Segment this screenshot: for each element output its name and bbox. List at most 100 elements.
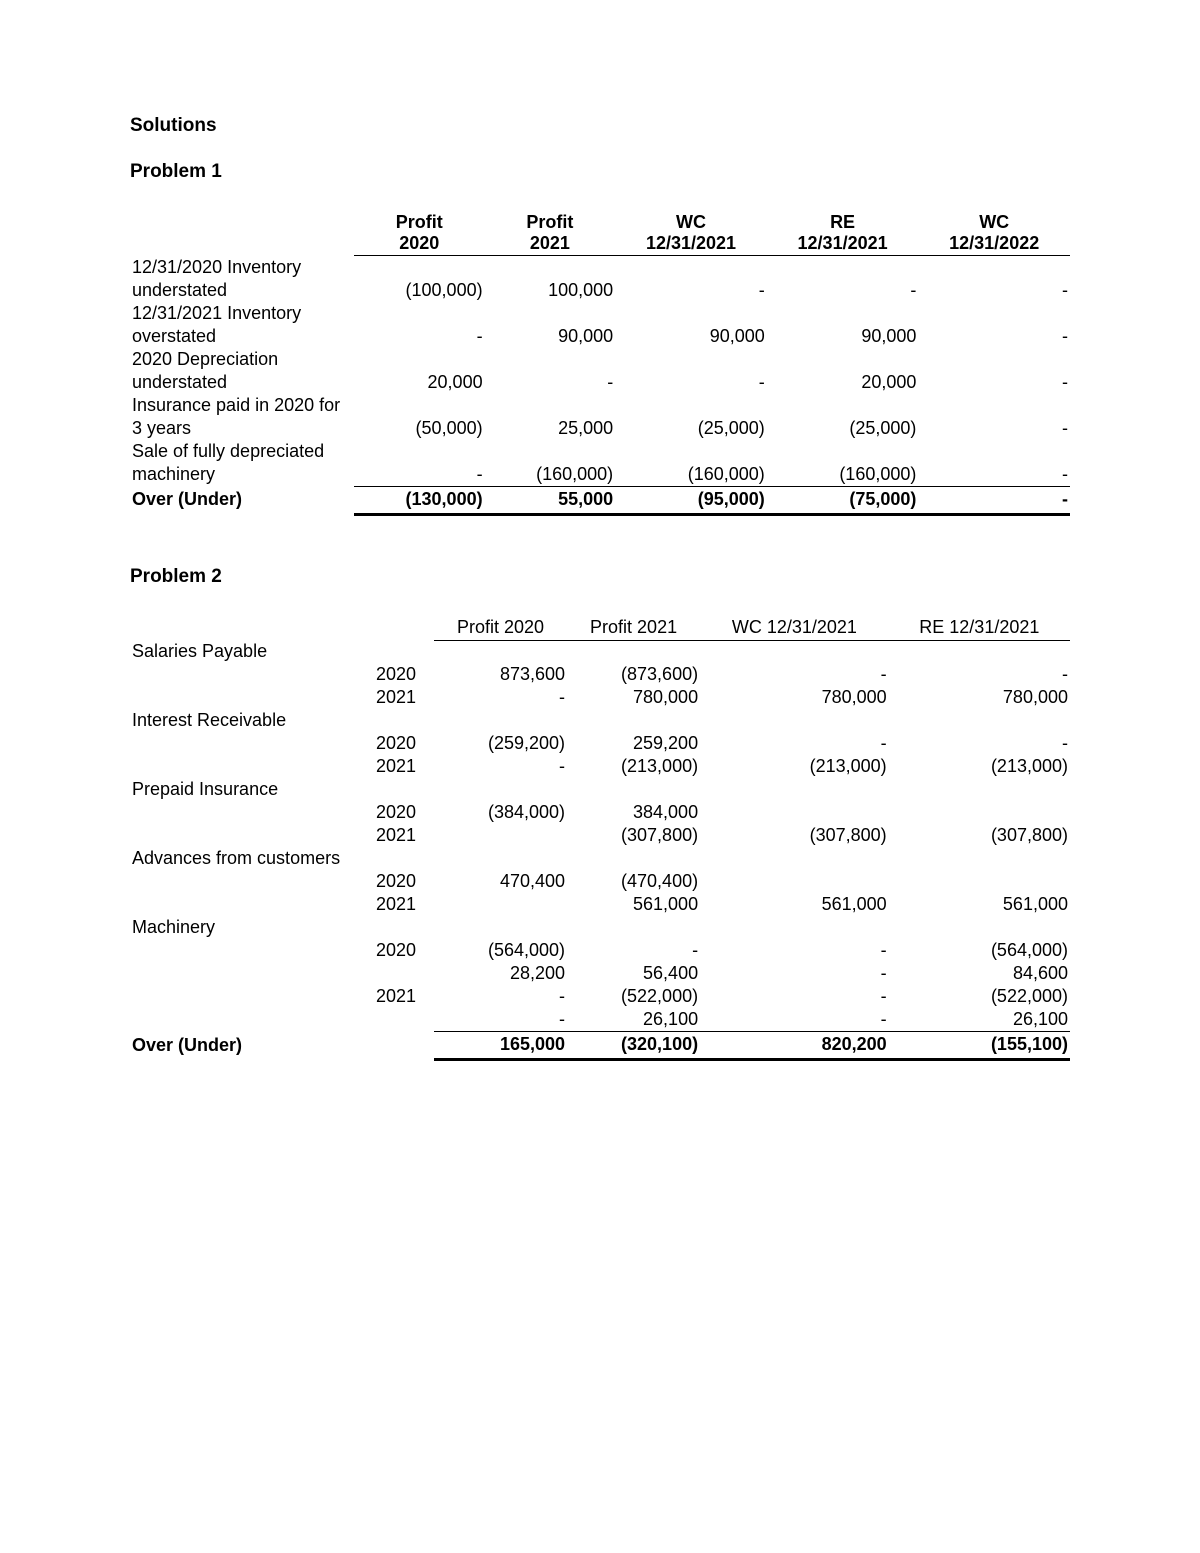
p1-cell: (100,000): [354, 279, 485, 302]
p1-cell: -: [485, 371, 616, 394]
p2-cell-blank: [130, 962, 344, 985]
p2-cell: 780,000: [889, 686, 1070, 709]
p2-cell: (307,800): [700, 824, 889, 847]
p1-total-v2: 55,000: [485, 486, 616, 514]
p2-cell: -: [889, 663, 1070, 686]
p1-total-v3: (95,000): [615, 486, 767, 514]
p1-row-label: understated: [130, 279, 354, 302]
table-row: 2020470,400(470,400): [130, 870, 1070, 893]
p2-group-label: Advances from customers: [130, 847, 434, 870]
p2-cell: -: [434, 1008, 567, 1032]
p1-row-label: 12/31/2021 Inventory: [130, 302, 354, 325]
p1-cell: (25,000): [767, 417, 919, 440]
p1-cell: (25,000): [615, 417, 767, 440]
table-row: 2021561,000561,000561,000: [130, 893, 1070, 916]
p2-cell: (522,000): [567, 985, 700, 1008]
p2-cell-year: 2020: [344, 801, 434, 824]
p2-cell: 561,000: [889, 893, 1070, 916]
p1-row-label: Sale of fully depreciated: [130, 440, 354, 463]
p1-cell: 20,000: [354, 371, 485, 394]
p2-cell: (564,000): [889, 939, 1070, 962]
p2-total-v1: 165,000: [434, 1032, 567, 1060]
p2-cell-year: 2020: [344, 870, 434, 893]
p2-cell: (873,600): [567, 663, 700, 686]
p1-cell: 100,000: [485, 279, 616, 302]
table-row: 3 years(50,000)25,000(25,000)(25,000)-: [130, 417, 1070, 440]
table-row: understated(100,000)100,000---: [130, 279, 1070, 302]
p1-col-5: WC12/31/2022: [918, 211, 1070, 256]
p2-cell: (259,200): [434, 732, 567, 755]
p1-col-2: Profit2021: [485, 211, 616, 256]
p2-cell: [889, 801, 1070, 824]
p2-total-label: Over (Under): [130, 1032, 344, 1060]
table-row: 2021(307,800)(307,800)(307,800): [130, 824, 1070, 847]
p2-cell: (307,800): [567, 824, 700, 847]
table-row: understated20,000--20,000-: [130, 371, 1070, 394]
p2-cell: 561,000: [567, 893, 700, 916]
p1-cell: -: [354, 463, 485, 487]
page: Solutions Problem 1 Profit2020 Profit202…: [0, 0, 1200, 1553]
problem-1-table: Profit2020 Profit2021 WC12/31/2021 RE12/…: [130, 211, 1070, 516]
p2-cell-year: 2021: [344, 755, 434, 778]
p1-col-1: Profit2020: [354, 211, 485, 256]
p2-cell: [889, 870, 1070, 893]
p2-cell-blank: [130, 893, 344, 916]
p2-total-v3: 820,200: [700, 1032, 889, 1060]
p2-col-3: WC 12/31/2021: [700, 616, 889, 641]
table-row: 2021-(213,000)(213,000)(213,000): [130, 755, 1070, 778]
p2-cell: 780,000: [567, 686, 700, 709]
p1-total-v4: (75,000): [767, 486, 919, 514]
p2-cell: -: [434, 686, 567, 709]
p1-total-v1: (130,000): [354, 486, 485, 514]
table-row: 2020873,600(873,600)--: [130, 663, 1070, 686]
p2-cell: -: [700, 985, 889, 1008]
p2-cell: 56,400: [567, 962, 700, 985]
p2-cell-blank: [130, 870, 344, 893]
p2-cell: -: [700, 663, 889, 686]
p1-cell: 90,000: [485, 325, 616, 348]
p2-cell-year: 2021: [344, 686, 434, 709]
p1-cell: 20,000: [767, 371, 919, 394]
p2-cell: 780,000: [700, 686, 889, 709]
table-row: overstated-90,00090,00090,000-: [130, 325, 1070, 348]
p1-cell: -: [918, 371, 1070, 394]
p1-cell: -: [918, 417, 1070, 440]
problem-2-table: Profit 2020 Profit 2021 WC 12/31/2021 RE…: [130, 616, 1070, 1062]
p1-row-label: understated: [130, 371, 354, 394]
p2-col-1: Profit 2020: [434, 616, 567, 641]
p1-cell: -: [354, 325, 485, 348]
table-row: Advances from customers: [130, 847, 1070, 870]
p2-cell: -: [889, 732, 1070, 755]
table-row: Prepaid Insurance: [130, 778, 1070, 801]
table-row: 12/31/2021 Inventory: [130, 302, 1070, 325]
p2-cell-year: [344, 1008, 434, 1032]
p2-cell-year: 2021: [344, 824, 434, 847]
p2-cell: -: [434, 755, 567, 778]
p2-cell: 561,000: [700, 893, 889, 916]
p2-cell: 873,600: [434, 663, 567, 686]
p2-col-2: Profit 2021: [567, 616, 700, 641]
p1-cell: -: [615, 371, 767, 394]
table-row: 12/31/2020 Inventory: [130, 256, 1070, 279]
p2-cell-blank: [130, 1008, 344, 1032]
p1-total-v5: -: [918, 486, 1070, 514]
p2-total-yr: [344, 1032, 434, 1060]
p2-group-label: Prepaid Insurance: [130, 778, 434, 801]
table-row: -26,100-26,100: [130, 1008, 1070, 1032]
p2-col-4: RE 12/31/2021: [889, 616, 1070, 641]
p2-group-label: Interest Receivable: [130, 709, 434, 732]
p2-cell-blank: [130, 801, 344, 824]
p2-cell: [700, 870, 889, 893]
p1-cell: -: [615, 279, 767, 302]
p1-cell: (160,000): [485, 463, 616, 487]
p2-cell: 84,600: [889, 962, 1070, 985]
p2-cell-blank: [130, 985, 344, 1008]
p2-cell: [700, 801, 889, 824]
p2-cell-year: 2020: [344, 939, 434, 962]
p2-cell: (470,400): [567, 870, 700, 893]
table-row: Machinery: [130, 916, 1070, 939]
p1-col-blank: [130, 211, 354, 256]
p2-cell: 26,100: [889, 1008, 1070, 1032]
p1-row-label: machinery: [130, 463, 354, 487]
table-row: 2020 Depreciation: [130, 348, 1070, 371]
